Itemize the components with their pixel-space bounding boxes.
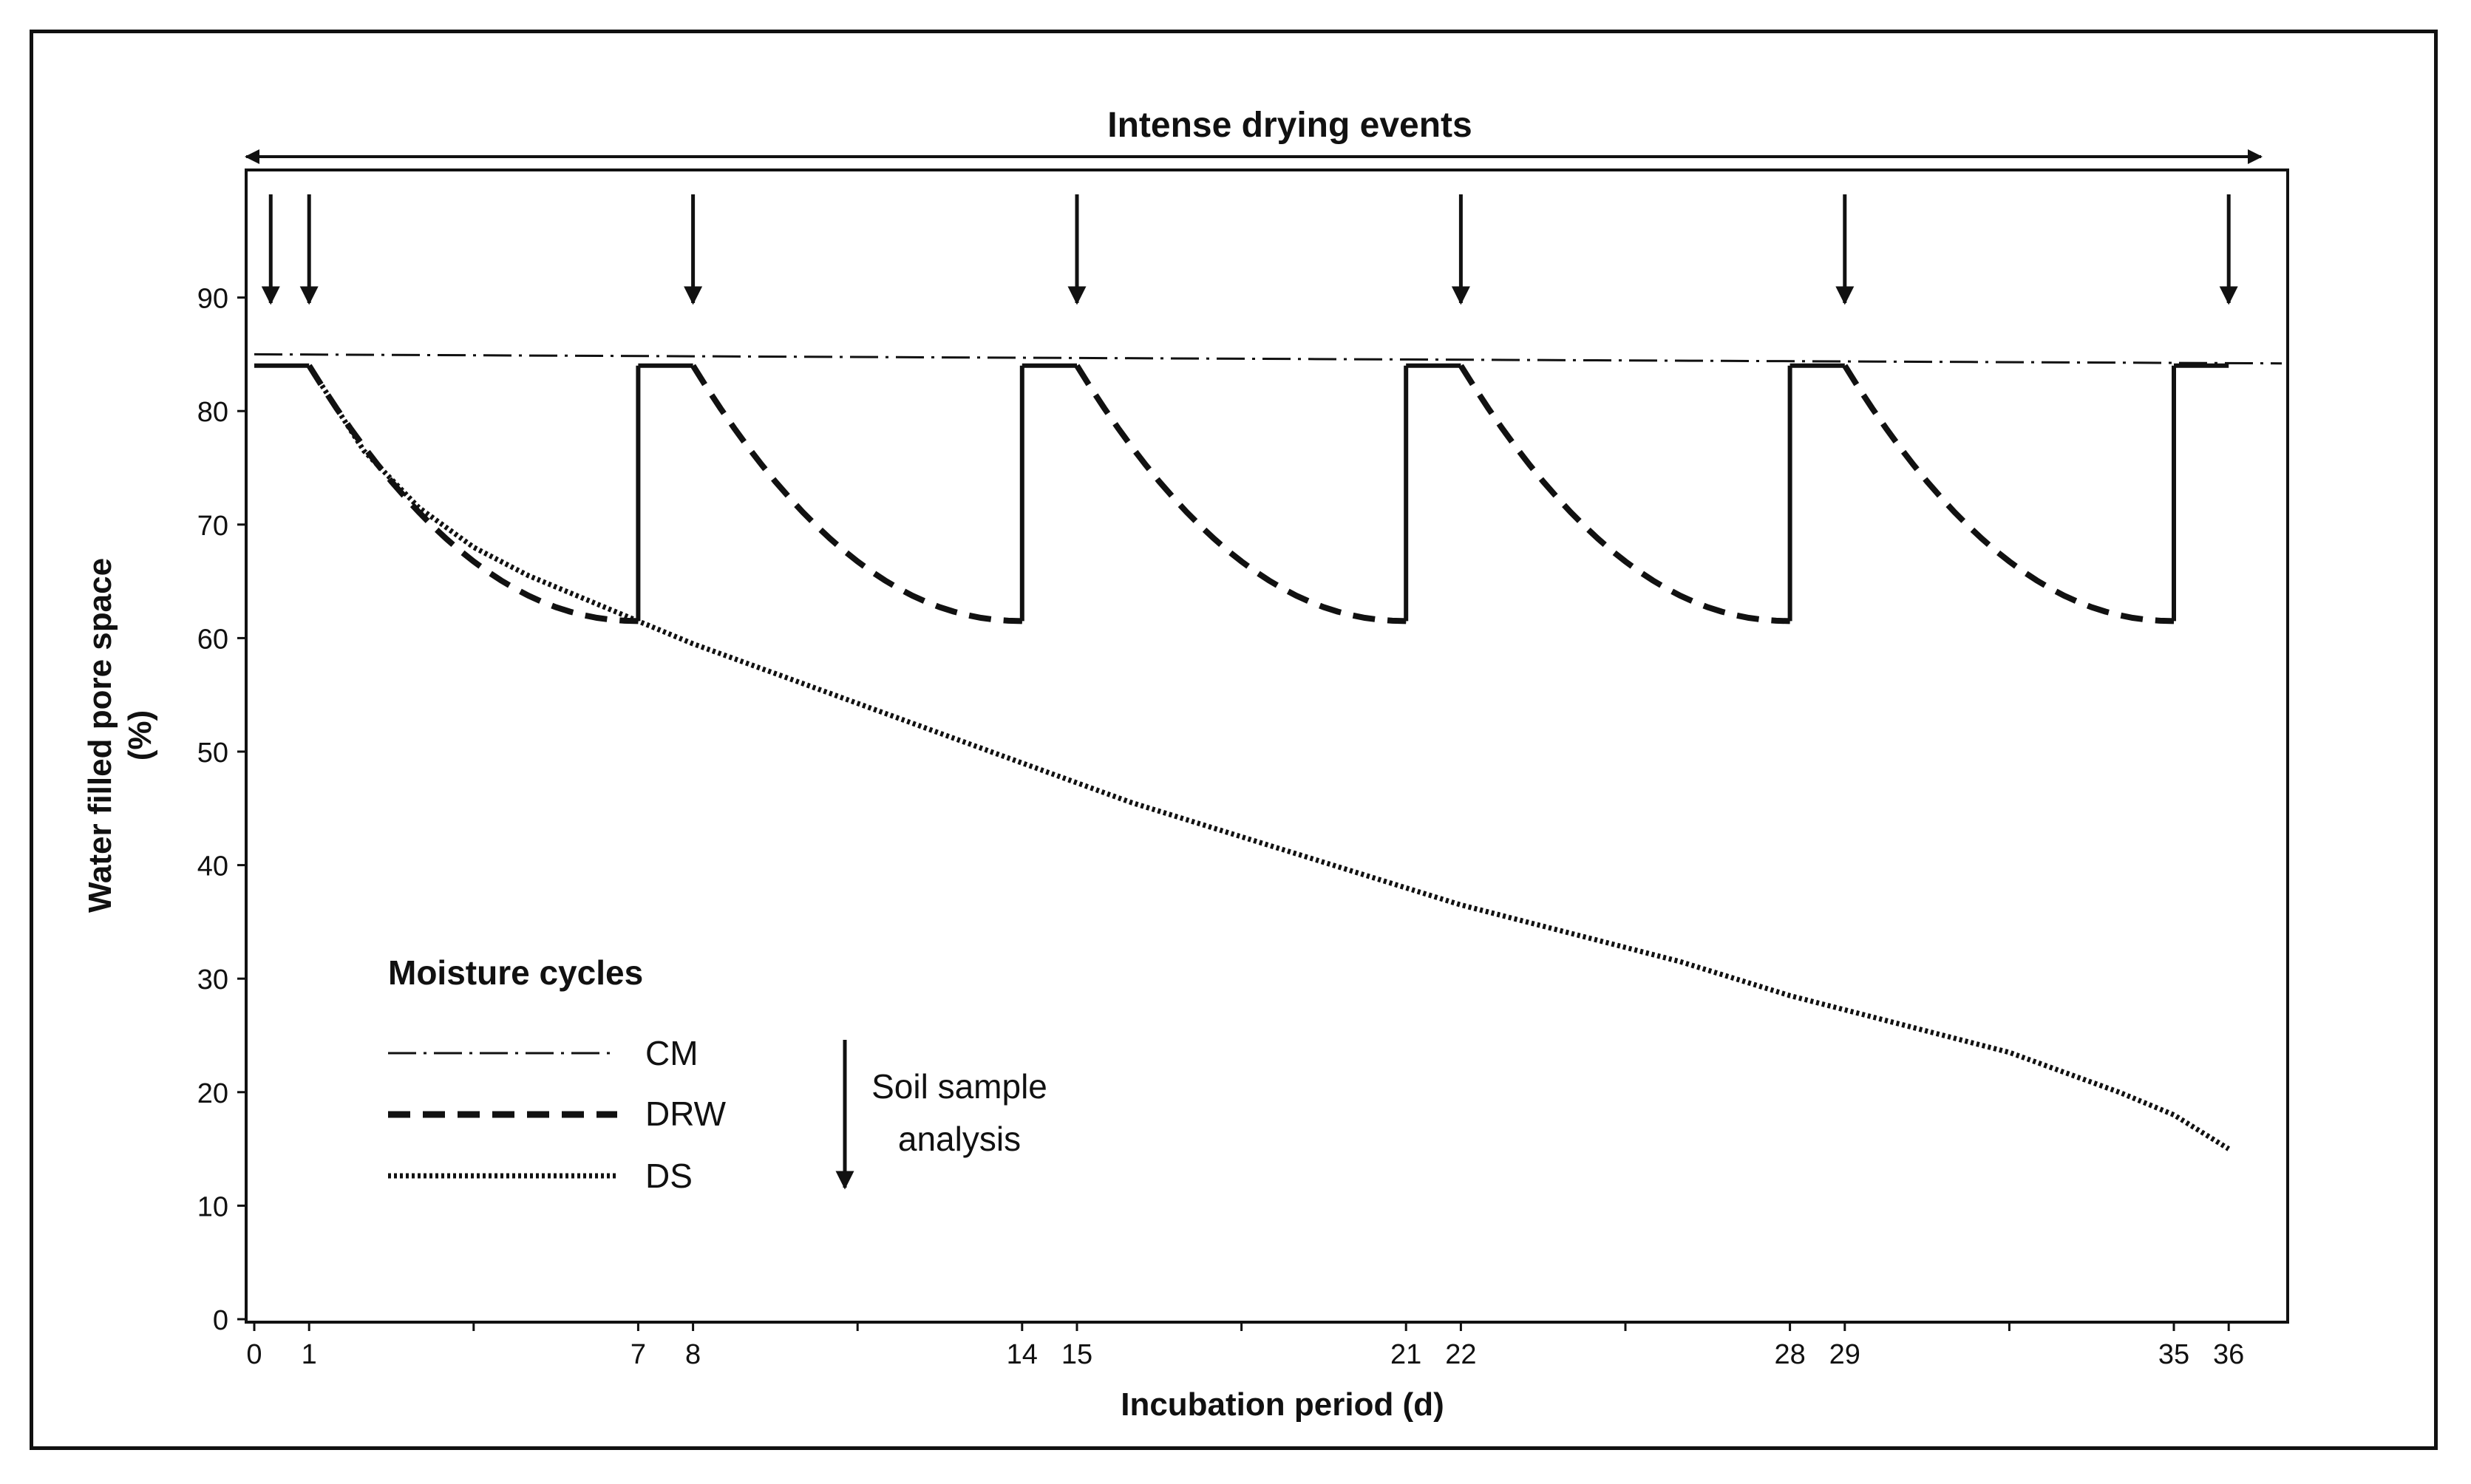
x-axis: 0 1 7 8 14 15 21 22 28 29 35 36 bbox=[246, 1322, 2244, 1370]
y-tick-label: 90 bbox=[197, 284, 228, 315]
series-drw-drying-curve bbox=[1842, 364, 2175, 624]
series-drw-drying-curve bbox=[1458, 364, 1790, 624]
legend-label-drw: DRW bbox=[645, 1095, 727, 1133]
legend-label-ds: DS bbox=[645, 1157, 693, 1195]
x-tick-label: 22 bbox=[1445, 1339, 1476, 1370]
legend: Moisture cycles CM DRW DS Soil sample an… bbox=[388, 953, 1047, 1195]
y-tick-label: 40 bbox=[197, 851, 228, 882]
series-cm-line bbox=[254, 353, 2283, 365]
x-tick-label: 1 bbox=[302, 1339, 317, 1370]
legend-title: Moisture cycles bbox=[388, 953, 643, 992]
sampling-arrows bbox=[261, 194, 2238, 305]
series-drw-drying-curve bbox=[306, 364, 639, 624]
y-tick-label: 10 bbox=[197, 1191, 228, 1222]
x-tick-label: 28 bbox=[1774, 1339, 1805, 1370]
series-layer bbox=[254, 353, 2283, 1151]
y-axis-title-group: Water filled pore space (%) bbox=[82, 558, 158, 913]
y-axis-title-unit: (%) bbox=[122, 710, 158, 760]
y-tick-label: 50 bbox=[197, 738, 228, 769]
x-tick-label: 36 bbox=[2213, 1339, 2244, 1370]
x-tick-label: 15 bbox=[1061, 1339, 1092, 1370]
legend-label-cm: CM bbox=[645, 1034, 699, 1072]
y-tick-label: 30 bbox=[197, 964, 228, 995]
x-tick-label: 35 bbox=[2158, 1339, 2189, 1370]
figure-frame: Intense drying events 0 10 20 30 40 50 60 70 80 9… bbox=[30, 30, 2438, 1450]
legend-arrow-label-line1: Soil sample bbox=[871, 1067, 1047, 1106]
y-tick-label: 0 bbox=[213, 1305, 228, 1336]
chart-svg: Intense drying events 010203040506070809… bbox=[82, 106, 2289, 1423]
x-tick-label: 8 bbox=[685, 1339, 701, 1370]
x-axis-title: Incubation period (d) bbox=[1121, 1386, 1444, 1423]
plot-area bbox=[245, 169, 2289, 1324]
series-drw-drying-curve bbox=[1074, 364, 1407, 624]
y-tick-label: 20 bbox=[197, 1078, 228, 1109]
x-tick-label: 0 bbox=[246, 1339, 262, 1370]
x-tick-label: 14 bbox=[1007, 1339, 1038, 1370]
y-tick-label: 70 bbox=[197, 511, 228, 542]
y-tick-label: 80 bbox=[197, 397, 228, 428]
legend-arrow-label-line2: analysis bbox=[898, 1120, 1021, 1158]
chart-title: Intense drying events bbox=[1107, 106, 1472, 145]
y-axis: 0 10 20 30 40 50 60 70 80 90 bbox=[197, 284, 246, 1336]
x-tick-label: 7 bbox=[631, 1339, 646, 1370]
series-drw-drying-curve bbox=[690, 364, 1022, 624]
series-ds-line bbox=[307, 364, 2231, 1151]
x-tick-label: 29 bbox=[1829, 1339, 1860, 1370]
y-axis-title: Water filled pore space bbox=[82, 558, 118, 913]
y-tick-label: 60 bbox=[197, 624, 228, 655]
x-tick-label: 21 bbox=[1390, 1339, 1421, 1370]
